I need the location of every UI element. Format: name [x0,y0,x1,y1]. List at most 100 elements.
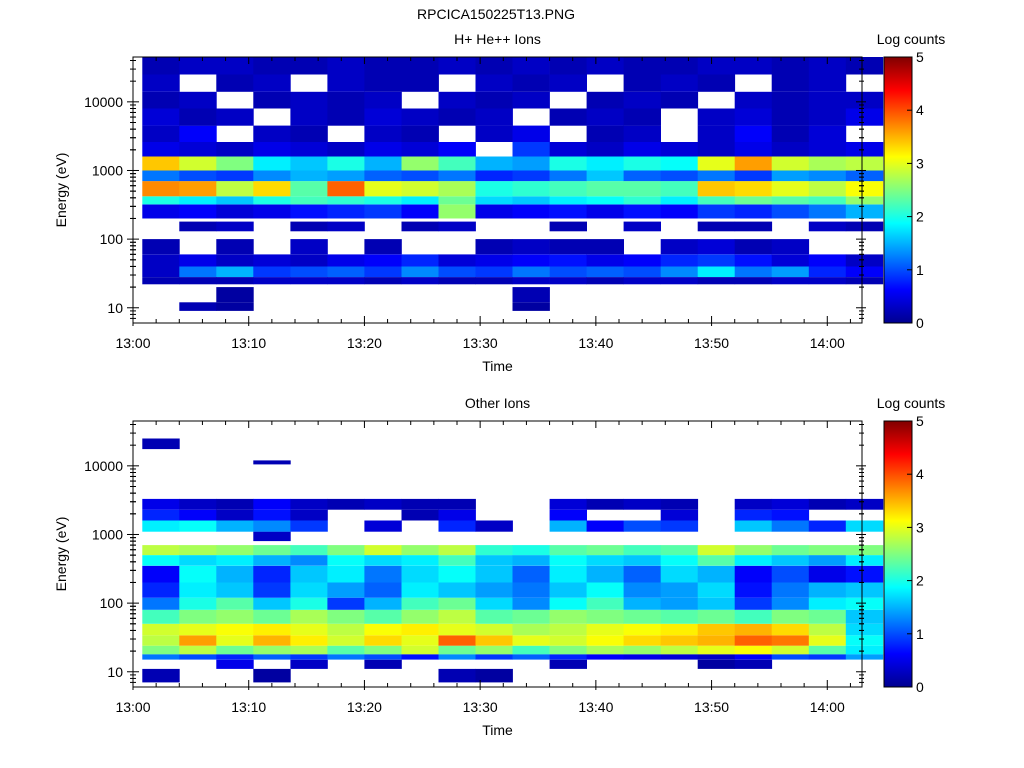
heatmap-cell [734,654,773,660]
x-tick-label: 13:30 [463,335,498,351]
heatmap-cell [586,170,624,182]
heatmap-cell [216,108,254,126]
heatmap-cell [734,609,773,624]
heatmap-cell [549,509,587,521]
heatmap-cell [327,582,365,598]
heatmap-cell [327,277,365,285]
heatmap-cell [216,74,254,92]
heatmap-cell [290,498,328,510]
heatmap-cell [549,582,587,598]
heatmap-cell [475,125,513,142]
heatmap-cell [845,609,884,624]
heatmap-cell [734,108,773,126]
heatmap-cell [771,156,810,171]
heatmap-cell [771,254,810,267]
heatmap-cell [512,91,550,109]
heatmap-cell [845,221,884,232]
heatmap-cell [364,659,402,669]
heatmap-cell [512,142,550,157]
heatmap-cell [253,142,291,157]
heatmap-cell [438,645,476,655]
heatmap-cell [438,204,476,219]
heatmap-cell [586,196,624,205]
heatmap-cell [512,277,550,285]
heatmap-cell [845,142,884,157]
heatmap-cell [179,196,217,205]
heatmap-cell [660,57,699,75]
heatmap-cell [512,623,550,636]
heatmap-cell [290,266,328,277]
heatmap-cell [253,582,291,598]
heatmap-cell [586,545,624,556]
heatmap-cell [179,254,217,267]
y-tick-label: 10000 [84,94,123,110]
heatmap-cell [142,108,180,126]
heatmap-cell [512,170,550,182]
heatmap-cell [179,221,217,232]
heatmap-cell [179,597,217,610]
heatmap-cell [216,582,254,598]
heatmap-cell [771,654,810,660]
heatmap-cell [845,623,884,636]
heatmap-cell [475,668,513,683]
heatmap-cell [808,74,847,92]
heatmap-cell [475,645,513,655]
heatmap-cell [771,498,810,510]
heatmap-cell [475,170,513,182]
heatmap-cell [142,239,180,255]
heatmap-cell [290,509,328,521]
heatmap-cell [660,156,699,171]
heatmap-cell [142,623,180,636]
y-tick-label: 1000 [92,162,123,178]
heatmap-cell [771,91,810,109]
heatmap-cell [734,125,773,142]
heatmap-cell [623,645,661,655]
heatmap-cell [734,645,773,655]
heatmap-cell [549,654,587,660]
heatmap-cell [438,565,476,583]
heatmap-cell [623,520,661,532]
heatmap-cell [771,645,810,655]
heatmap-cell [290,125,328,142]
heatmap-cell [438,277,476,285]
heatmap-cell [771,277,810,285]
heatmap-cell [364,57,402,75]
heatmap-cell [549,565,587,583]
colorbar-label: Log counts [877,395,946,411]
heatmap-cell [734,545,773,556]
heatmap-cell [549,204,587,219]
heatmap-cell [290,659,328,669]
heatmap-cell [327,74,365,92]
heatmap-cell [290,221,328,232]
heatmap-cell [327,142,365,157]
heatmap-cell [734,555,773,566]
heatmap-cell [179,181,217,197]
heatmap-cell [734,659,773,669]
heatmap-cell [364,582,402,598]
heatmap-cell [512,74,550,92]
heatmap-cell [216,509,254,521]
heatmap-cell [179,108,217,126]
heatmap-cell [623,57,661,75]
heatmap-cell [512,582,550,598]
heatmap-cell [401,125,439,142]
heatmap-cell [401,108,439,126]
heatmap-cell [586,266,624,277]
heatmap-cell [697,254,736,267]
colorbar-tick-label: 1 [916,262,924,278]
heatmap-cell [253,654,291,660]
heatmap-cell [660,520,699,532]
heatmap-cell [438,654,476,660]
heatmap-cell [512,302,550,311]
heatmap-cell [142,156,180,171]
heatmap-cell [216,254,254,267]
heatmap-cell [586,156,624,171]
y-tick-label: 100 [100,595,124,611]
colorbar-tick-label: 5 [916,49,924,65]
heatmap-cell [401,498,439,510]
heatmap-cell [253,498,291,510]
heatmap-cell [808,266,847,277]
heatmap-cell [549,142,587,157]
heatmap-cell [845,545,884,556]
heatmap-cell [179,555,217,566]
